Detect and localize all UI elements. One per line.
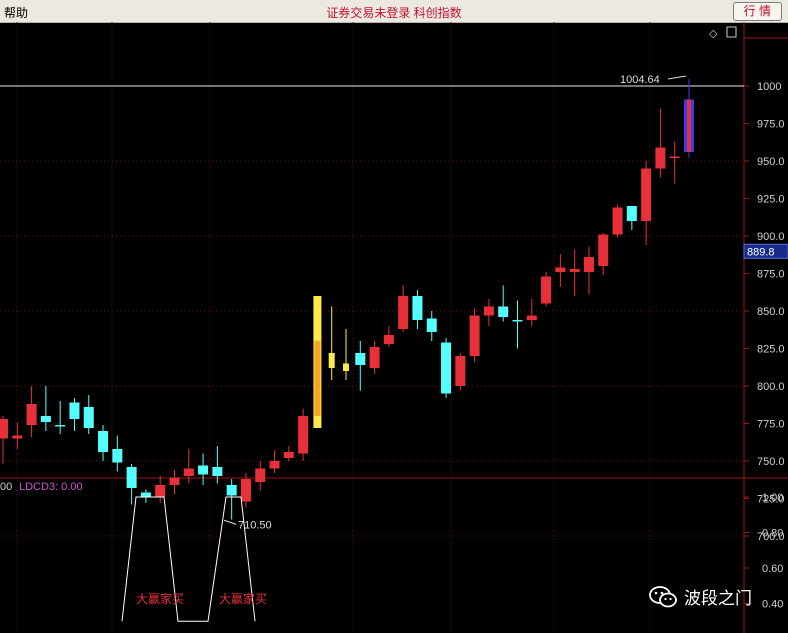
candle-body <box>383 335 394 344</box>
candle-body <box>684 99 687 152</box>
quote-button[interactable]: 行 情 <box>732 2 782 21</box>
y-tick-label: 900.0 <box>757 231 785 243</box>
watermark-text: 波段之门 <box>684 589 752 608</box>
y-tick-label: 875.0 <box>757 269 785 281</box>
panel-icon <box>726 26 737 38</box>
low-arrow <box>223 519 237 525</box>
indicator-tick-label: 0.80 <box>762 528 783 540</box>
candle-body <box>328 353 335 368</box>
candle-body <box>183 468 194 476</box>
indicator-tick-label: 0.60 <box>762 563 783 575</box>
candle-body <box>483 306 494 316</box>
candle-body <box>687 99 691 152</box>
candle-body <box>283 452 294 458</box>
y-tick-label: 775.0 <box>757 419 785 431</box>
candle-body <box>555 267 566 272</box>
buy-signal-label: 大赢家买 <box>219 591 267 606</box>
y-tick-label: 800.0 <box>757 381 785 393</box>
candle-body <box>169 477 180 485</box>
candle-body <box>612 207 623 235</box>
candle-body <box>541 276 552 304</box>
candle-body <box>369 347 380 368</box>
candle-body <box>298 416 309 454</box>
high-arrow <box>667 75 687 80</box>
candle-body <box>669 156 680 158</box>
watermark: 波段之门 <box>648 584 752 609</box>
current-price-label: 889.8 <box>747 246 775 258</box>
y-tick-label: 975.0 <box>757 119 785 131</box>
candle-body <box>140 492 151 497</box>
candle-body <box>226 485 237 496</box>
candle-body <box>655 147 666 169</box>
candle-body <box>583 257 594 272</box>
candle-body <box>112 449 123 463</box>
current-price-box <box>743 243 788 259</box>
candle-body <box>426 318 437 332</box>
candle-body <box>441 342 452 394</box>
candle-body <box>269 461 280 469</box>
candle-body <box>98 431 109 452</box>
indicator-left-value: 00 <box>0 481 12 493</box>
candle-body <box>626 206 637 221</box>
candle-body <box>55 425 66 427</box>
candle-body <box>126 467 137 488</box>
candle-body <box>240 479 251 502</box>
candle-body <box>412 296 423 320</box>
y-tick-label: 750.0 <box>757 456 785 468</box>
candle-body <box>691 99 694 152</box>
candle-body <box>569 269 580 272</box>
candle-body <box>83 407 94 428</box>
candle-body <box>343 363 349 371</box>
high-price-label: 1004.64 <box>620 74 660 86</box>
top-toolbar: 帮助 证券交易未登录 科创指数 行 情 <box>0 0 788 23</box>
diamond-icon: ◇ <box>709 27 718 40</box>
candle-body <box>255 468 266 482</box>
y-tick-label: 725.0 <box>757 494 785 506</box>
candle-body <box>40 416 51 422</box>
indicator-line <box>121 496 256 622</box>
y-tick-label: 825.0 <box>757 344 785 356</box>
trade-status-text: 证券交易未登录 科创指数 <box>326 6 462 20</box>
y-tick-label: 925.0 <box>757 194 785 206</box>
buy-signal-label: 大赢家买 <box>136 591 184 606</box>
kline-chart[interactable]: 1000 975.0 950.0 925.0 900.0 875.0 850.0 825.0 8… <box>0 22 788 633</box>
candle-body <box>198 465 209 475</box>
candle-body <box>314 341 321 416</box>
candle-body <box>469 315 480 356</box>
candle-body <box>0 419 8 439</box>
candle-body <box>355 353 366 365</box>
help-menu[interactable]: 帮助 <box>4 6 29 20</box>
candle-body <box>641 168 652 221</box>
candle-body <box>69 402 80 419</box>
candle-body <box>598 234 609 266</box>
candle-body <box>12 435 23 439</box>
wechat-icon <box>649 585 677 607</box>
candle-body <box>512 320 523 322</box>
indicator-tick-label: 1.00 <box>762 492 783 504</box>
candle-body <box>526 315 537 320</box>
candle-body <box>212 467 223 476</box>
candle-body <box>498 306 509 317</box>
candle-body <box>155 485 166 497</box>
candle-body <box>26 404 37 425</box>
indicator-title: LDCD3: 0.00 <box>19 481 83 493</box>
y-tick-label: 1000 <box>757 81 781 93</box>
y-tick-label: 950.0 <box>757 156 785 168</box>
candle-body <box>455 356 466 386</box>
candle-body <box>398 296 409 329</box>
indicator-tick-label: 0.40 <box>762 599 783 611</box>
y-tick-label: 700.0 <box>757 531 785 543</box>
low-price-label: 710.50 <box>238 519 272 531</box>
y-tick-label: 850.0 <box>757 306 785 318</box>
